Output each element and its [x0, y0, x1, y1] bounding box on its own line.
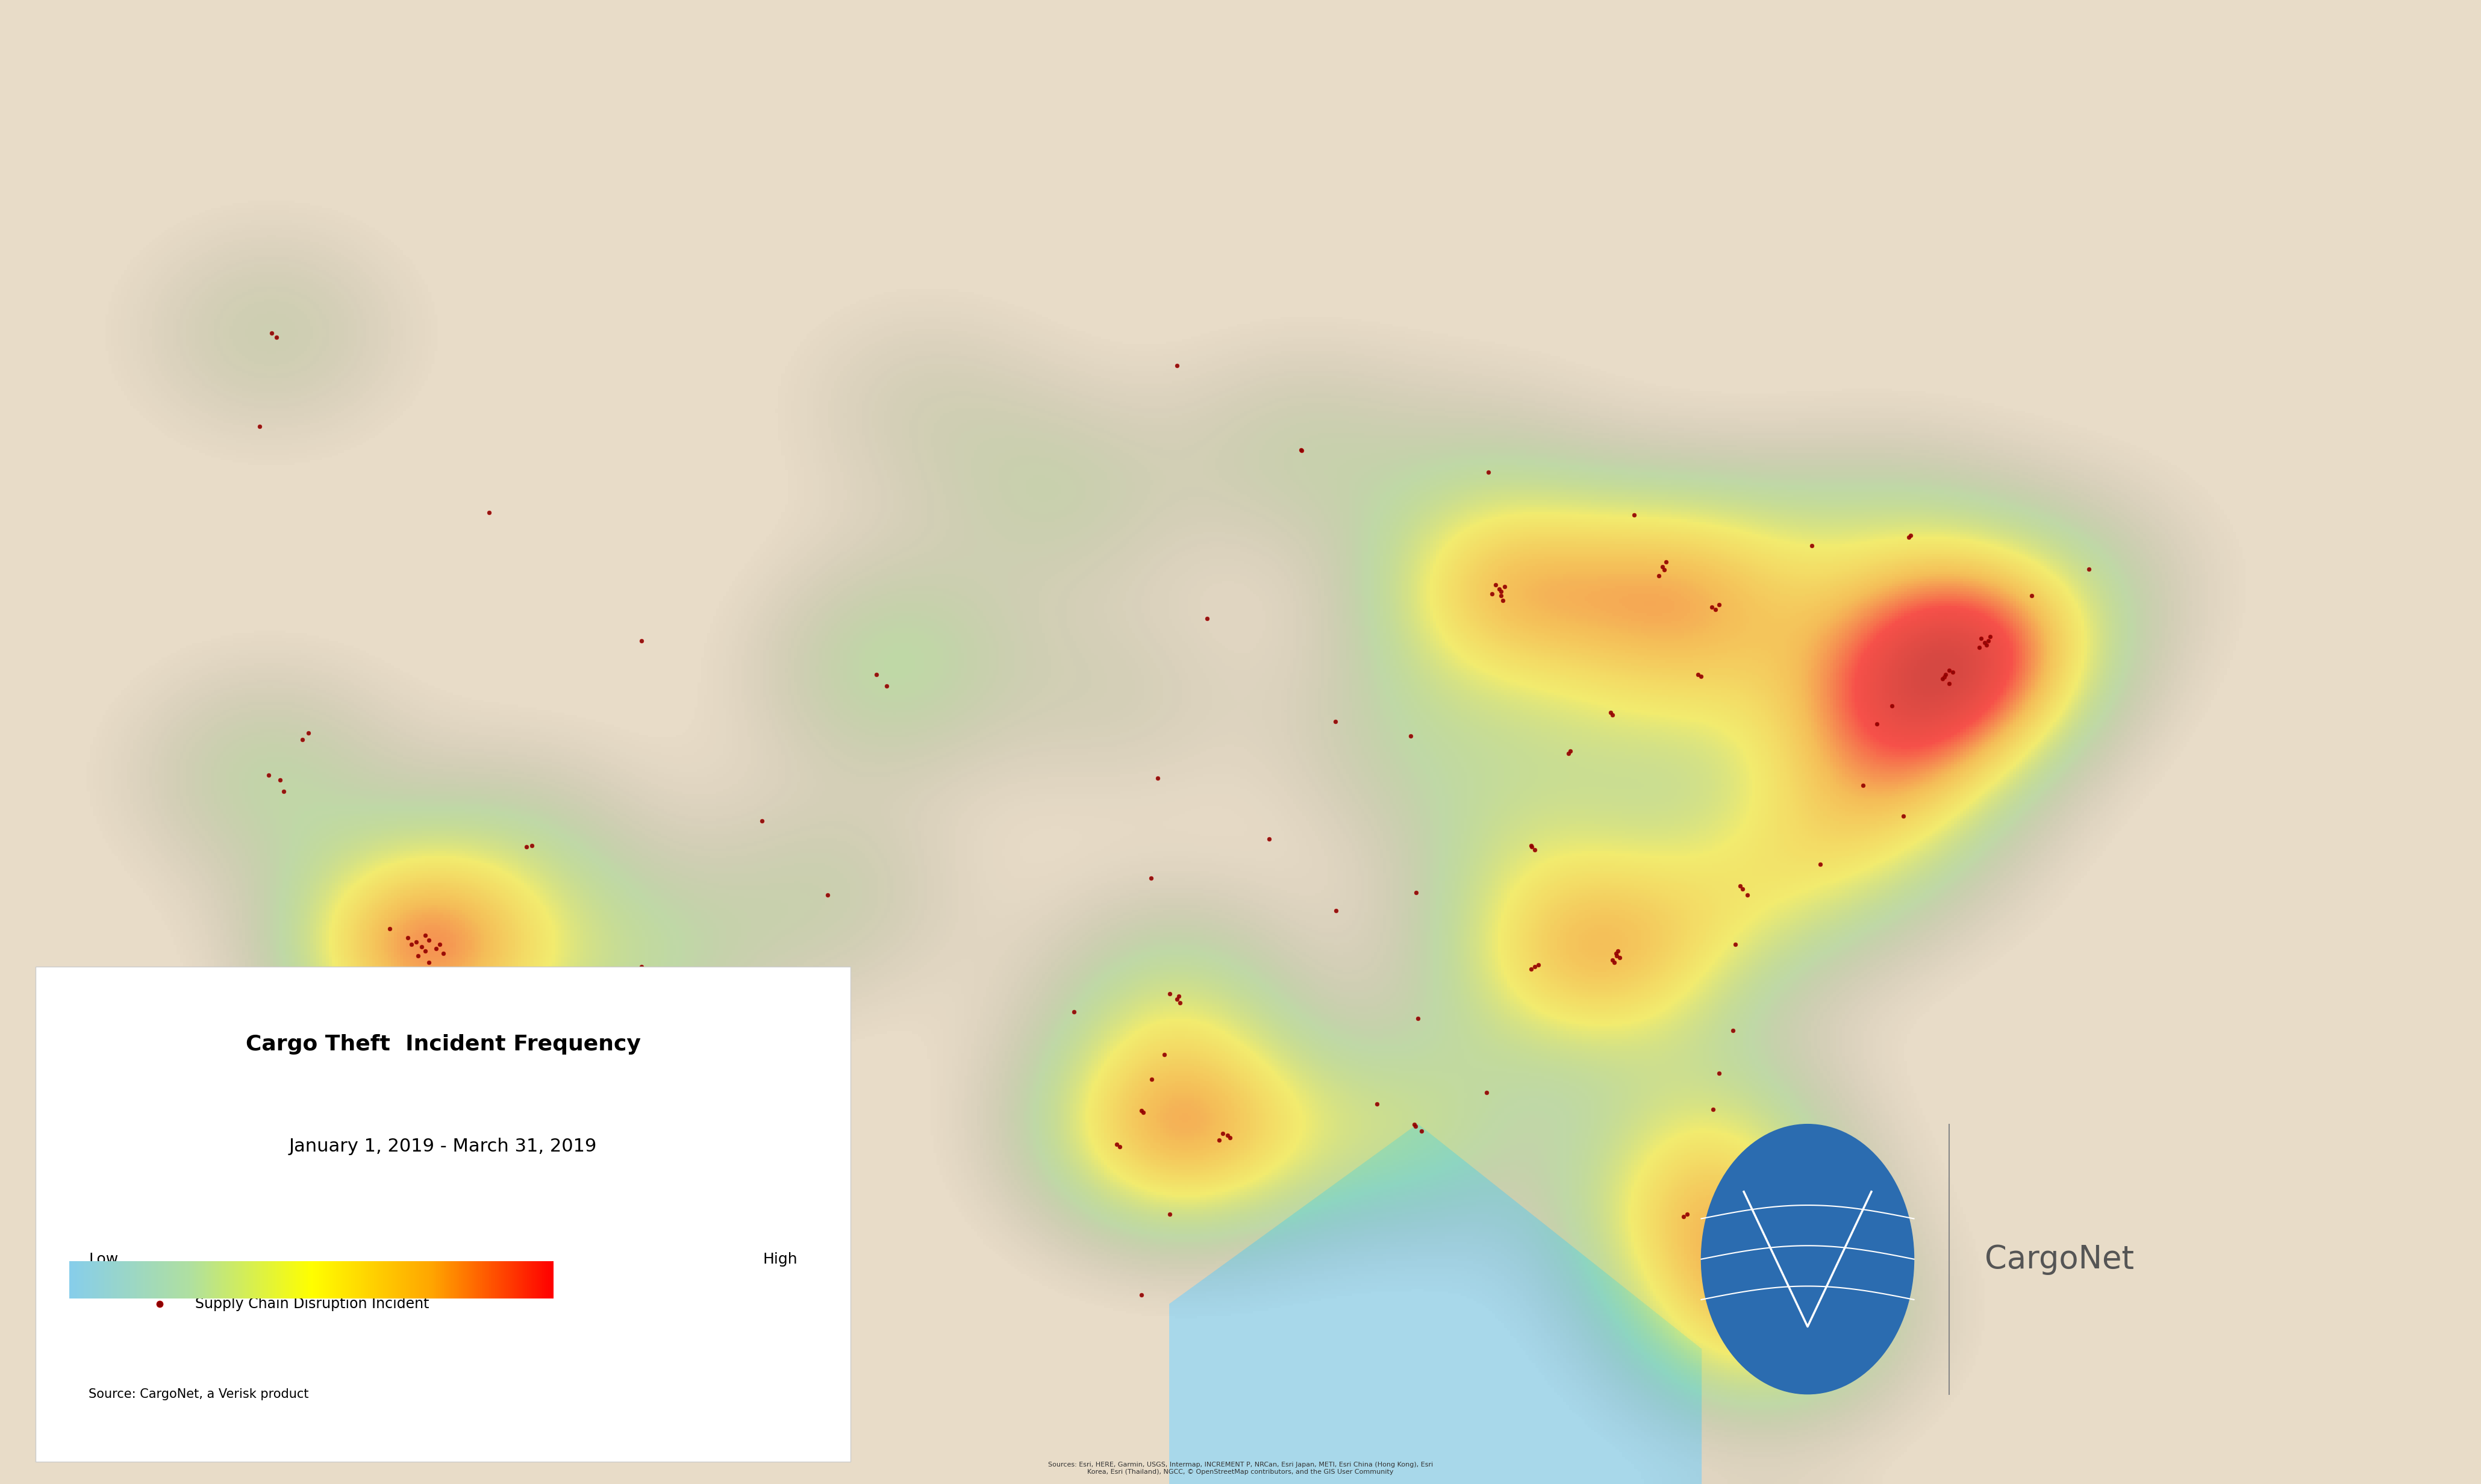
Text: CargoNet: CargoNet — [1985, 1244, 2134, 1275]
Text: High: High — [762, 1252, 796, 1266]
Polygon shape — [1169, 1125, 1702, 1484]
Text: January 1, 2019 - March 31, 2019: January 1, 2019 - March 31, 2019 — [288, 1138, 598, 1155]
Text: Low: Low — [89, 1252, 119, 1266]
FancyBboxPatch shape — [35, 968, 851, 1462]
Text: Supply Chain Disruption Incident: Supply Chain Disruption Incident — [196, 1297, 429, 1312]
Circle shape — [1702, 1125, 1913, 1393]
Text: Sources: Esri, HERE, Garmin, USGS, Intermap, INCREMENT P, NRCan, Esri Japan, MET: Sources: Esri, HERE, Garmin, USGS, Inter… — [1047, 1462, 1434, 1475]
Text: Cargo Theft  Incident Frequency: Cargo Theft Incident Frequency — [246, 1034, 640, 1055]
Text: Source: CargoNet, a Verisk product: Source: CargoNet, a Verisk product — [89, 1388, 308, 1399]
